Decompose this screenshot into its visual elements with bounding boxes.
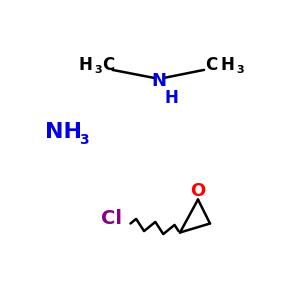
Text: C: C <box>206 56 218 74</box>
Text: H: H <box>78 56 92 74</box>
Text: NH: NH <box>45 122 82 142</box>
Text: H: H <box>165 89 178 107</box>
Text: H: H <box>220 56 234 74</box>
Text: C: C <box>103 56 115 74</box>
Text: 3: 3 <box>80 133 89 146</box>
Text: N: N <box>152 72 166 90</box>
Text: 3: 3 <box>94 65 102 75</box>
Text: O: O <box>190 182 206 200</box>
Text: 3: 3 <box>237 65 244 75</box>
Text: Cl: Cl <box>100 209 122 229</box>
